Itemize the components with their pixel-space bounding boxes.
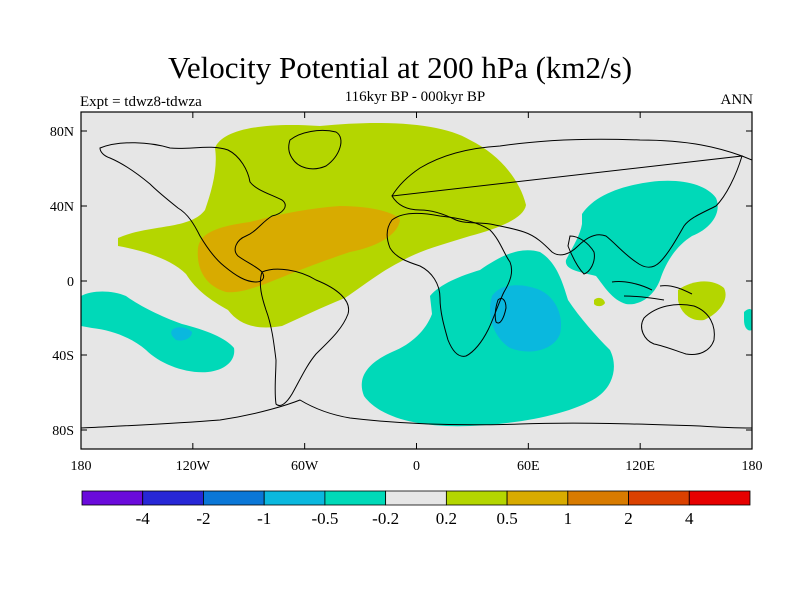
- colorbar-label: 1: [564, 509, 573, 528]
- colorbar-label: -2: [196, 509, 210, 528]
- africa-coast: [386, 212, 513, 357]
- antarctica-coast: [81, 399, 752, 429]
- colorbar-swatch: [263, 490, 326, 506]
- lon-tick-label: 180: [742, 459, 763, 474]
- colorbar-swatch: [142, 490, 204, 506]
- lon-tick-label: 60W: [291, 459, 319, 474]
- colorbar-swatch: [203, 490, 265, 506]
- latitude-axis: 80N 40N 0 40S 80S: [50, 125, 752, 439]
- coastlines: [81, 129, 752, 429]
- colorbar-swatch: [385, 490, 447, 506]
- negative-anomaly-asia: [565, 180, 718, 305]
- positive-core-anomaly: [197, 206, 400, 293]
- colorbar-swatch: [506, 490, 569, 506]
- negative-anomaly-east-pacific: [81, 291, 235, 373]
- colorbar-label: -4: [136, 509, 151, 528]
- colorbar: [81, 490, 751, 506]
- plot-subtitle: 116kyr BP - 000kyr BP: [344, 89, 486, 105]
- colorbar-swatch: [81, 490, 144, 506]
- north-america-coast: [99, 142, 286, 283]
- colorbar-swatch: [628, 490, 690, 506]
- colorbar-label: 2: [624, 509, 633, 528]
- lon-tick-label: 180: [71, 459, 92, 474]
- madagascar-coast: [494, 297, 507, 324]
- colorbar-swatch: [324, 490, 387, 506]
- colorbar-labels: -4 -2 -1 -0.5 -0.2 0.2 0.5 1 2 4: [136, 509, 694, 528]
- colorbar-label: -1: [257, 509, 271, 528]
- lat-tick-label: 0: [67, 275, 74, 290]
- colorbar-swatch: [567, 490, 629, 506]
- greenland-coast: [288, 129, 342, 170]
- negative-anomaly-small-core: [171, 327, 192, 341]
- colorbar-swatch: [688, 490, 751, 506]
- lat-tick-label: 80N: [50, 125, 74, 140]
- experiment-label: Expt = tdwz8-tdwza: [80, 94, 202, 110]
- eurasia-coast: [391, 138, 752, 268]
- negative-core-anomaly: [490, 285, 562, 352]
- plot-title: Velocity Potential at 200 hPa (km2/s): [167, 50, 633, 85]
- negative-anomaly-edge: [744, 309, 752, 331]
- colorbar-label: -0.5: [311, 509, 338, 528]
- negative-anomaly-indian-ocean: [361, 250, 614, 427]
- australia-coast: [641, 304, 715, 355]
- indonesia-coast: [611, 281, 693, 301]
- lat-tick-label: 40N: [50, 200, 74, 215]
- colorbar-swatch: [445, 490, 508, 506]
- lon-tick-label: 120E: [625, 459, 655, 474]
- lon-tick-label: 120W: [176, 459, 211, 474]
- south-america-coast: [259, 268, 350, 407]
- lat-tick-label: 40S: [52, 349, 74, 364]
- positive-anomaly-pacific: [678, 281, 726, 321]
- colorbar-label: -0.2: [372, 509, 399, 528]
- map-area: [81, 112, 752, 449]
- lon-tick-label: 60E: [517, 459, 540, 474]
- india-coast: [567, 235, 595, 275]
- positive-anomaly-small: [594, 297, 605, 307]
- longitude-axis: 180 120W 60W 0 60E 120E 180: [71, 112, 763, 474]
- lon-tick-label: 0: [413, 459, 420, 474]
- colorbar-label: 4: [685, 509, 694, 528]
- colorbar-label: 0.5: [496, 509, 517, 528]
- lat-tick-label: 80S: [52, 424, 74, 439]
- colorbar-label: 0.2: [436, 509, 457, 528]
- season-label: ANN: [720, 92, 754, 108]
